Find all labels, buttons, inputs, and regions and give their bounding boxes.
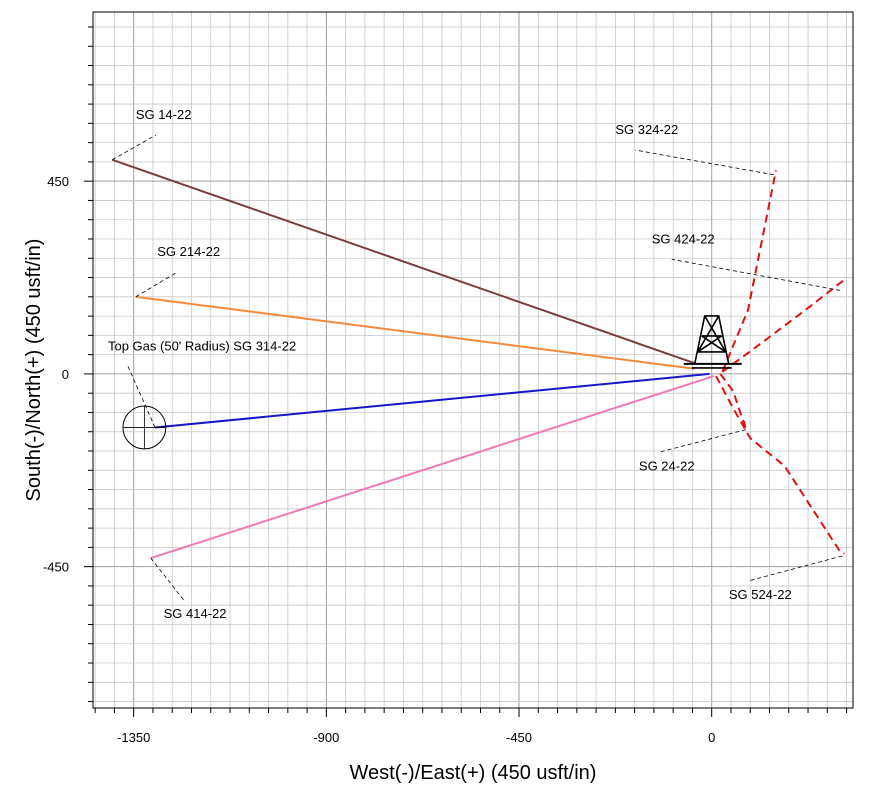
axis-ticks: -1350 -900 -450 0 450 0 -450 (43, 26, 848, 745)
well-label: SG 324-22 (615, 122, 678, 137)
well-path (719, 373, 747, 431)
drilling-rig-icon (683, 315, 742, 369)
well-path (154, 372, 710, 429)
y-tick-label: -450 (43, 560, 69, 575)
well-path (135, 295, 695, 370)
plot-frame (92, 11, 854, 709)
x-tick-label: 0 (708, 730, 715, 745)
label-leader (112, 134, 157, 161)
label-leader (635, 149, 774, 176)
label-leader (748, 555, 843, 582)
y-tick-label: 0 (62, 367, 69, 382)
plot-border (92, 11, 854, 709)
well-label: SG 424-22 (652, 231, 715, 246)
well-path (721, 278, 846, 373)
well-label: Top Gas (50' Radius) SG 314-22 (108, 338, 296, 353)
well-label: SG 214-22 (157, 244, 220, 259)
x-tick-label: -900 (313, 730, 339, 745)
label-leader (135, 271, 178, 298)
well-paths (111, 158, 846, 560)
well-label: SG 414-22 (164, 606, 227, 621)
well-label: SG 24-22 (639, 458, 695, 473)
well-labels: SG 14-22 SG 214-22 Top Gas (50' Radius) SG… (108, 107, 843, 621)
label-leader (150, 557, 184, 601)
x-tick-label: -1350 (117, 730, 150, 745)
label-leader (127, 366, 156, 428)
y-axis-title: South(-)/North(+) (450 usft/in) (23, 239, 45, 502)
well-path (111, 158, 695, 365)
x-axis-title: West(-)/East(+) (450 usft/in) (350, 762, 597, 784)
well-path (721, 170, 777, 373)
label-leader (658, 429, 747, 453)
well-label: SG 524-22 (729, 587, 792, 602)
well-label: SG 14-22 (136, 107, 192, 122)
y-tick-label: 450 (47, 174, 69, 189)
well-path (150, 375, 715, 560)
label-leader (671, 258, 841, 291)
drilling-rig-icon (683, 315, 742, 369)
well-path (715, 375, 845, 555)
grid (93, 12, 853, 708)
x-tick-label: -450 (506, 730, 532, 745)
